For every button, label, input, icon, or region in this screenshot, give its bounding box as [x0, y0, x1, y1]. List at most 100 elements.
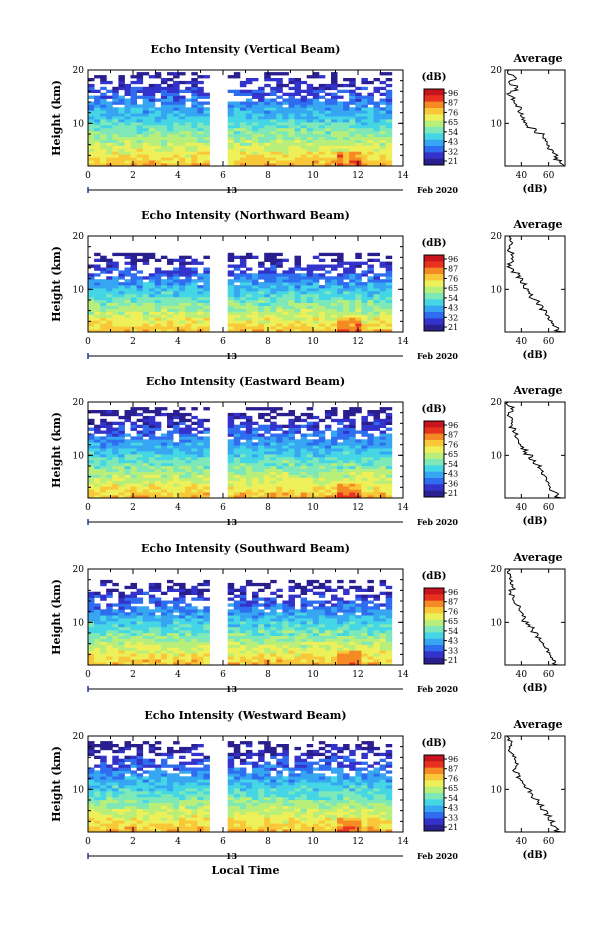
heatmap-cell [385, 119, 393, 123]
heatmap-cell [258, 107, 265, 111]
profile-line [506, 235, 564, 333]
profile-frame [504, 235, 566, 333]
heatmap-cell [355, 302, 362, 306]
heatmap-cell [361, 468, 368, 472]
heatmap-cell [233, 276, 241, 280]
heatmap-cell [197, 288, 204, 292]
heatmap-cell [88, 632, 95, 636]
heatmap-cell [160, 600, 168, 604]
heatmap-cell [239, 142, 247, 146]
heatmap-cell [233, 267, 241, 271]
heatmap-cell [337, 160, 344, 164]
heatmap-cell [167, 600, 174, 604]
heatmap-cell [191, 261, 198, 265]
heatmap-cell [300, 650, 308, 654]
heatmap-cell [197, 421, 204, 425]
heatmap-cell [312, 474, 320, 478]
heatmap-cell [331, 86, 338, 91]
heatmap-cell [337, 483, 344, 487]
heatmap-cell [324, 98, 332, 102]
heatmap-cell [294, 288, 301, 292]
heatmap-cell [270, 641, 277, 645]
heatmap-cell [227, 451, 235, 455]
heatmap-cell [112, 279, 119, 283]
heatmap-cell [167, 456, 174, 461]
heatmap-cell [282, 647, 289, 651]
heatmap-cell [148, 462, 156, 467]
heatmap-cell [324, 160, 332, 164]
heatmap-cell [349, 653, 356, 657]
heatmap-cell [227, 424, 235, 428]
heatmap-cell [276, 72, 283, 76]
heatmap-cell [276, 282, 283, 286]
heatmap-cell [367, 276, 374, 280]
heatmap-cell [324, 486, 332, 490]
heatmap-cell [160, 618, 168, 622]
heatmap-cell [179, 644, 186, 648]
x-tick-label: 6 [220, 171, 226, 181]
heatmap-cell [136, 618, 144, 622]
heatmap-cell [379, 163, 387, 167]
heatmap-cell [318, 122, 326, 126]
heatmap-cell [203, 621, 210, 625]
heatmap-cell [355, 454, 362, 458]
heatmap-cell [361, 638, 368, 642]
heatmap-cell [245, 133, 253, 137]
heatmap-cell [306, 296, 314, 301]
heatmap-cell [173, 442, 180, 446]
heatmap-cell [191, 439, 198, 443]
heatmap-cell [385, 477, 393, 481]
heatmap-cell [361, 110, 368, 114]
heatmap-cell [185, 650, 192, 654]
heatmap-cell [331, 299, 338, 303]
heatmap-cell [324, 110, 332, 114]
heatmap-cell [203, 133, 210, 137]
heatmap-cell [245, 157, 253, 161]
heatmap-cell [191, 465, 198, 469]
heatmap-cell [385, 255, 393, 259]
heatmap-cell [100, 320, 107, 324]
colorbar-swatch [424, 324, 444, 332]
heatmap-cell [294, 122, 301, 126]
heatmap-cell [361, 308, 368, 312]
heatmap-cell [294, 415, 301, 420]
heatmap-cell [288, 623, 295, 628]
heatmap-cell [167, 421, 174, 425]
heatmap-cell [324, 302, 332, 306]
heatmap-cell [361, 656, 368, 660]
heatmap-cell [349, 480, 356, 484]
heatmap-cell [270, 427, 277, 431]
heatmap-cell [148, 98, 156, 102]
heatmap-cell [312, 110, 320, 114]
heatmap-cell [252, 282, 259, 286]
heatmap-cell [173, 445, 180, 449]
heatmap-cell [106, 119, 113, 123]
heatmap-cell [245, 145, 253, 149]
heatmap-cell [373, 635, 380, 639]
heatmap-cell [136, 329, 144, 333]
heatmap-cell [294, 124, 301, 129]
heatmap-cell [118, 594, 125, 598]
heatmap-cell [148, 326, 156, 330]
heatmap-cell [185, 160, 192, 164]
heatmap-cell [300, 600, 308, 604]
heatmap-cell [379, 273, 387, 277]
heatmap-cell [100, 659, 107, 663]
heatmap-cell [385, 644, 393, 648]
heatmap-cell [306, 154, 314, 158]
heatmap-cell [94, 290, 101, 295]
heatmap-cell [227, 448, 235, 452]
heatmap-cell [179, 407, 186, 411]
heatmap-cell [227, 113, 235, 117]
heatmap-cell [154, 459, 162, 464]
heatmap-cell [385, 621, 393, 625]
heatmap-cell [160, 151, 168, 155]
heatmap-cell [160, 89, 168, 93]
heatmap-cell [148, 629, 156, 634]
heatmap-cell [227, 255, 235, 259]
heatmap-cell [331, 635, 338, 639]
heatmap-cell [167, 92, 174, 96]
heatmap-cell [197, 124, 204, 129]
heatmap-cell [148, 323, 156, 327]
